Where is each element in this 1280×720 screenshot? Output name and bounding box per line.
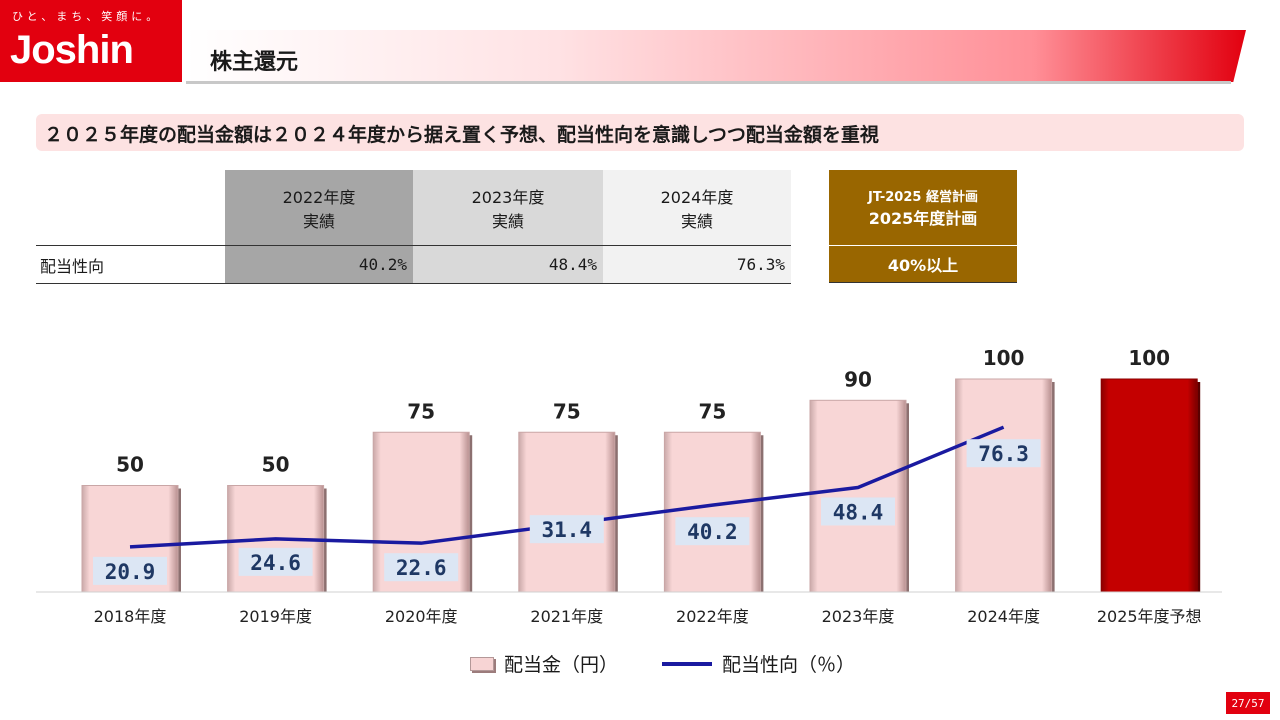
- legend-line-swatch: [662, 661, 713, 666]
- header-2024-type: 実績: [680, 211, 713, 231]
- plan-header: JT-2025 経営計画 2025年度計画: [829, 170, 1017, 245]
- bar-value-label-2: 75: [407, 399, 435, 423]
- line-label-bg-3: [529, 515, 604, 544]
- chart-legend: 配当金（円） 配当性向（％）: [470, 650, 855, 677]
- subtitle-banner: ２０２５年度の配当金額は２０２４年度から据え置く予想、配当性向を意識しつつ配当金…: [36, 114, 1244, 151]
- line-value-label-6: 76.3: [978, 442, 1029, 466]
- bar-4: [663, 431, 761, 593]
- legend-bar-label: 配当金（円）: [504, 654, 619, 676]
- line-value-label-5: 48.4: [833, 500, 884, 524]
- bar-3: [518, 431, 616, 593]
- line-label-bg-1: [238, 547, 313, 576]
- page-title: 株主還元: [210, 50, 299, 75]
- x-tick-label-7: 2025年度予想: [1097, 607, 1202, 626]
- legend-line-label: 配当性向（％）: [722, 654, 856, 676]
- bar-value-label-5: 90: [844, 367, 872, 391]
- line-label-bg-4: [675, 517, 750, 546]
- bar-7: [1100, 378, 1198, 593]
- subtitle-text: ２０２５年度の配当金額は２０２４年度から据え置く予想、配当性向を意識しつつ配当金…: [44, 124, 879, 146]
- table-value-2023: 48.4%: [413, 246, 603, 283]
- title-band: [186, 30, 1246, 82]
- line-label-bg-0: [93, 556, 167, 585]
- dividend-chart: 50 2018年度 50 2019年度 75 2020年度 75 2021年度 75 2022年度…: [36, 346, 1222, 626]
- header-2023-type: 実績: [491, 211, 524, 231]
- line-value-label-4: 40.2: [687, 520, 738, 544]
- plan-year: 2025年度計画: [868, 209, 978, 228]
- bar-6: [955, 378, 1053, 593]
- x-tick-label-2: 2020年度: [385, 607, 458, 626]
- bar-value-label-0: 50: [116, 453, 144, 477]
- line-value-label-3: 31.4: [542, 518, 593, 542]
- line-label-bg-6: [966, 439, 1041, 468]
- bar-value-label-6: 100: [983, 346, 1025, 370]
- table-header-2024: 2024年度 実績: [603, 170, 791, 245]
- header-2022-year: 2022年度: [282, 187, 356, 207]
- header-2023-year: 2023年度: [471, 187, 545, 207]
- table-row-label: 配当性向: [40, 256, 105, 276]
- x-tick-label-3: 2021年度: [530, 607, 603, 626]
- line-value-label-2: 22.6: [396, 556, 447, 580]
- header-2022-type: 実績: [302, 211, 335, 231]
- page-number: 27/57: [1226, 692, 1270, 714]
- logo-tagline: ひと、まち、笑顔に。: [12, 10, 162, 23]
- legend-bar-swatch: [470, 656, 494, 671]
- x-tick-label-0: 2018年度: [94, 607, 167, 626]
- table-header-2023: 2023年度 実績: [413, 170, 603, 245]
- line-label-bg-5: [821, 497, 895, 526]
- title-underline: [186, 81, 1231, 84]
- table-header-2022: 2022年度 実績: [225, 170, 413, 245]
- logo: ひと、まち、笑顔に。 Joshin: [0, 0, 182, 82]
- table-divider-bottom: [36, 283, 791, 284]
- bar-value-label-1: 50: [262, 453, 290, 477]
- line-value-label-1: 24.6: [250, 551, 301, 575]
- bar-5: [809, 399, 907, 593]
- header-2024-year: 2024年度: [660, 187, 734, 207]
- table-divider-top: [36, 245, 791, 246]
- line-label-bg-2: [384, 553, 459, 582]
- bar-value-label-3: 75: [553, 399, 581, 423]
- x-tick-label-5: 2023年度: [822, 607, 895, 626]
- x-tick-label-1: 2019年度: [239, 607, 312, 626]
- logo-name: Joshin: [10, 28, 134, 72]
- bar-value-label-7: 100: [1128, 346, 1170, 370]
- table-value-2024: 76.3%: [603, 246, 791, 283]
- bar-value-label-4: 75: [698, 399, 726, 423]
- x-tick-label-4: 2022年度: [676, 607, 749, 626]
- line-value-label-0: 20.9: [105, 560, 156, 584]
- plan-value: 40%以上: [829, 246, 1017, 283]
- table-value-2022: 40.2%: [225, 246, 413, 283]
- x-tick-label-6: 2024年度: [967, 607, 1040, 626]
- plan-title: JT-2025 経営計画: [868, 190, 978, 205]
